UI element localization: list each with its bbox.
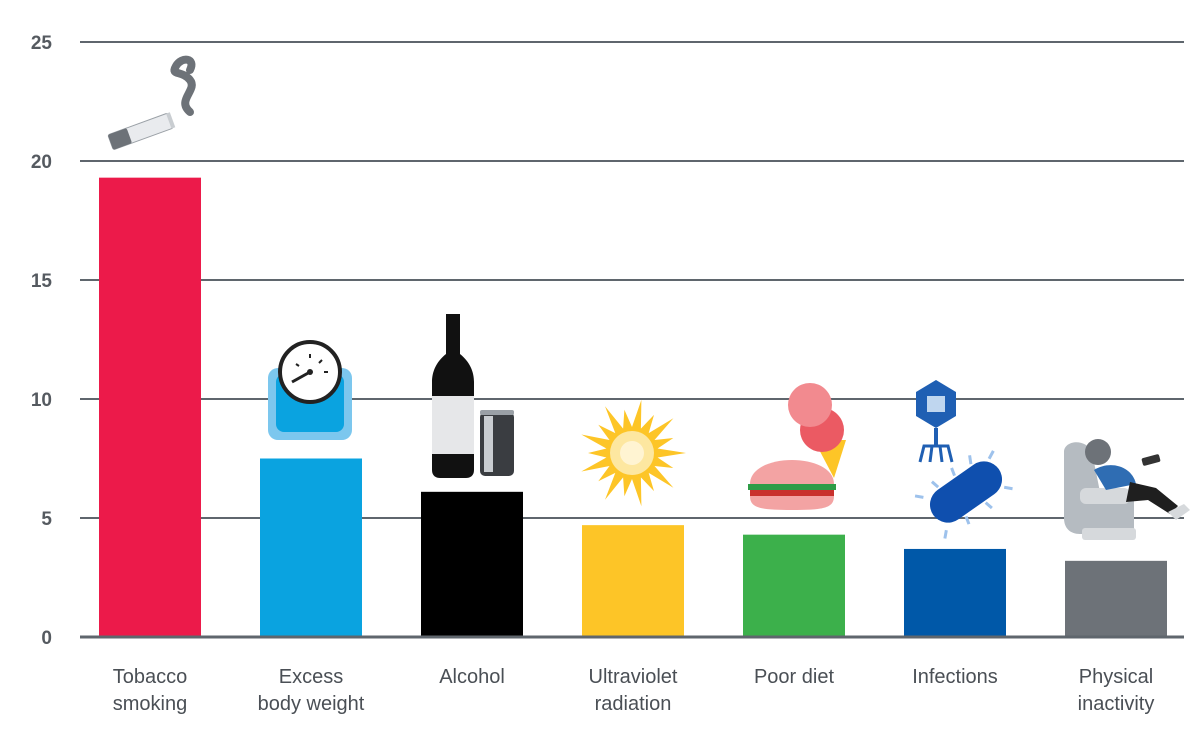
y-tick-label: 5 bbox=[41, 509, 52, 530]
bar bbox=[582, 525, 684, 637]
y-tick-label: 15 bbox=[31, 271, 53, 292]
y-tick-label: 0 bbox=[41, 628, 52, 649]
bars bbox=[80, 177, 1184, 639]
bar bbox=[904, 548, 1006, 637]
cigarette-icon bbox=[107, 55, 196, 150]
y-tick-label: 20 bbox=[31, 152, 52, 173]
category-label: Alcohol bbox=[439, 666, 505, 688]
category-label: Tobacco bbox=[113, 666, 188, 688]
bar bbox=[743, 534, 845, 637]
virus-and-bacterium-icon bbox=[914, 380, 1013, 539]
bar bbox=[1065, 560, 1167, 637]
category-label: inactivity bbox=[1078, 693, 1155, 715]
y-tick-label: 25 bbox=[31, 33, 53, 54]
category-label: smoking bbox=[113, 693, 187, 715]
category-label: Poor diet bbox=[754, 666, 834, 688]
sun-icon bbox=[581, 399, 686, 507]
category-label: Infections bbox=[912, 666, 998, 688]
category-labels: Tobacco smoking Excess body weight Alcohol Ul… bbox=[113, 666, 1155, 715]
category-label: body weight bbox=[258, 693, 365, 715]
category-label: Excess bbox=[279, 666, 343, 688]
bar bbox=[260, 458, 362, 637]
bar bbox=[421, 491, 523, 637]
y-tick-label: 10 bbox=[31, 390, 52, 411]
wine-bottle-and-can-icon bbox=[432, 314, 514, 478]
category-label: Ultraviolet bbox=[589, 666, 678, 688]
person-in-recliner-icon bbox=[1064, 439, 1190, 540]
bar-icons bbox=[107, 55, 1190, 540]
bar bbox=[99, 177, 201, 637]
burger-and-ice-cream-icon bbox=[748, 383, 846, 510]
y-axis-tick-labels: 0 5 10 15 20 25 bbox=[31, 33, 53, 649]
bathroom-scale-icon bbox=[268, 340, 352, 440]
category-label: radiation bbox=[595, 693, 672, 715]
category-label: Physical bbox=[1079, 666, 1153, 688]
